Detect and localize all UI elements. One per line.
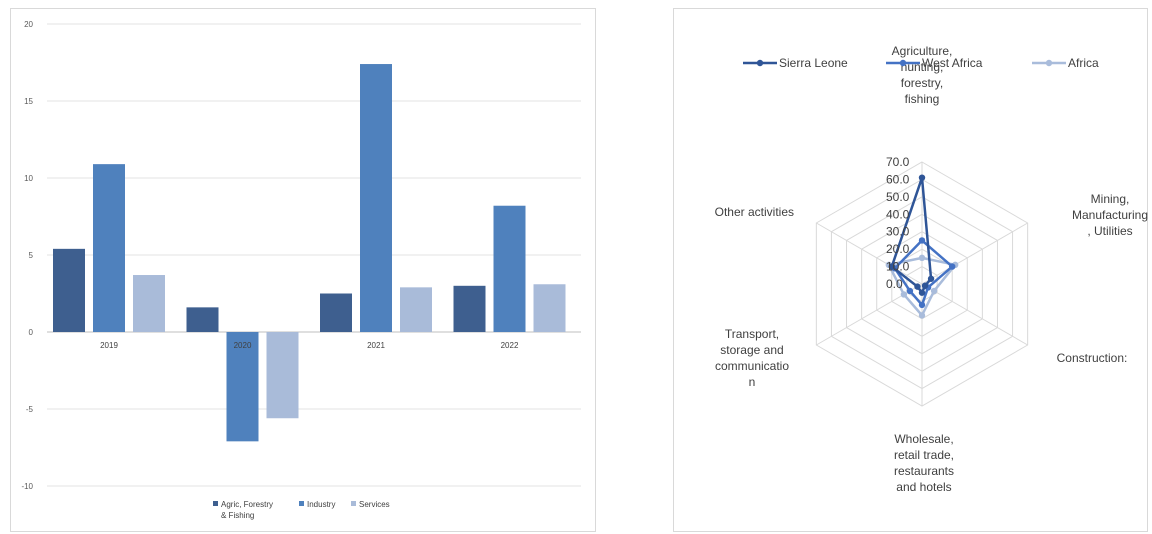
r-tick-label: 40.0 <box>886 207 910 221</box>
axis-label: storage and <box>720 343 783 357</box>
series-marker <box>906 287 914 295</box>
r-tick-label: 50.0 <box>886 190 910 204</box>
y-tick-label: -5 <box>26 405 34 414</box>
series-marker <box>921 282 929 289</box>
radar-chart-panel: 0.0 10.0 20.0 30.0 40.0 50.0 60.0 70.0 Agricultu… <box>673 8 1148 532</box>
axis-label: fishing <box>905 92 940 106</box>
r-tick-label: 70.0 <box>886 155 910 169</box>
bar <box>400 287 432 332</box>
legend-marker <box>756 59 764 67</box>
axis-label: Agriculture, <box>892 44 953 58</box>
series-marker <box>914 283 921 290</box>
radar-chart: 0.0 10.0 20.0 30.0 40.0 50.0 60.0 70.0 Agricultu… <box>715 44 1148 494</box>
r-tick-label: 20.0 <box>886 242 910 256</box>
y-tick-label: -10 <box>21 482 33 491</box>
radar-grid <box>815 161 1029 407</box>
axis-label: Construction: <box>1057 351 1128 365</box>
bar <box>320 293 352 332</box>
y-tick-label: 10 <box>24 174 33 183</box>
bar-chart-panel: 20 15 10 5 0 -5 -10 2019 2020 2021 2022 Agric, Fore… <box>10 8 596 532</box>
bar-chart: 20 15 10 5 0 -5 -10 2019 2020 2021 2022 Agric, Fore… <box>21 20 581 520</box>
legend: Agric, Forestry & Fishing Industry Services <box>213 500 390 520</box>
legend-label: Africa <box>1068 56 1099 70</box>
bar <box>493 205 526 332</box>
y-tick-label: 0 <box>29 328 34 337</box>
series-marker <box>918 289 926 296</box>
axis-label: Transport, <box>725 327 779 341</box>
bar <box>360 64 392 332</box>
series-marker <box>930 287 938 295</box>
axis-label: restaurants <box>894 464 954 478</box>
radar-spoke <box>921 283 1028 346</box>
series-marker <box>918 174 926 181</box>
bar <box>93 164 125 332</box>
series-marker <box>918 254 926 262</box>
legend-marker <box>899 59 907 67</box>
x-tick-label: 2020 <box>234 341 252 350</box>
bar <box>186 307 219 332</box>
axis-label: Other activities <box>715 205 794 219</box>
axis-label: Manufacturing <box>1072 208 1148 222</box>
r-tick-label: 60.0 <box>886 172 910 186</box>
axis-label: and hotels <box>896 480 951 494</box>
bar <box>266 332 299 419</box>
series-marker <box>948 263 956 270</box>
series-marker <box>918 312 926 319</box>
legend-label: Services <box>359 500 390 509</box>
x-tick-label: 2019 <box>100 341 118 350</box>
legend-marker <box>1045 59 1053 67</box>
y-tick-label: 15 <box>24 97 33 106</box>
legend-swatch <box>351 501 356 506</box>
radar-spoke <box>921 222 1028 285</box>
r-tick-label: 30.0 <box>886 225 910 239</box>
radar-spoke <box>816 222 923 285</box>
legend-label: Agric, Forestry <box>221 500 273 509</box>
y-tick-label: 20 <box>24 20 33 29</box>
axis-label: n <box>749 375 756 389</box>
legend-label: Industry <box>307 500 335 509</box>
legend-label: Sierra Leone <box>779 56 848 70</box>
axis-label: , Utilities <box>1087 224 1132 238</box>
r-tick-label: 10.0 <box>886 260 910 274</box>
x-tick-label: 2021 <box>367 341 385 350</box>
y-tick-label: 5 <box>29 251 34 260</box>
axis-label: Wholesale, <box>894 432 953 446</box>
axis-label: Mining, <box>1091 192 1130 206</box>
legend-label: West Africa <box>922 56 983 70</box>
legend: Sierra Leone West Africa Africa <box>743 56 1099 70</box>
series-marker <box>888 263 896 270</box>
bar <box>453 285 486 332</box>
legend-swatch <box>213 501 218 506</box>
axis-label: forestry, <box>901 76 943 90</box>
bar <box>53 248 85 332</box>
series-marker <box>900 291 908 298</box>
legend-swatch <box>299 501 304 506</box>
bar <box>133 275 165 332</box>
axis-label: communicatio <box>715 359 789 373</box>
bar <box>226 332 259 442</box>
series-marker <box>918 301 926 309</box>
axis-label: retail trade, <box>894 448 954 462</box>
series-marker <box>918 237 926 244</box>
r-tick-label: 0.0 <box>886 277 903 291</box>
x-tick-label: 2022 <box>501 341 519 350</box>
legend-label: & Fishing <box>221 511 254 520</box>
series-marker <box>927 275 935 282</box>
bar <box>533 284 566 332</box>
